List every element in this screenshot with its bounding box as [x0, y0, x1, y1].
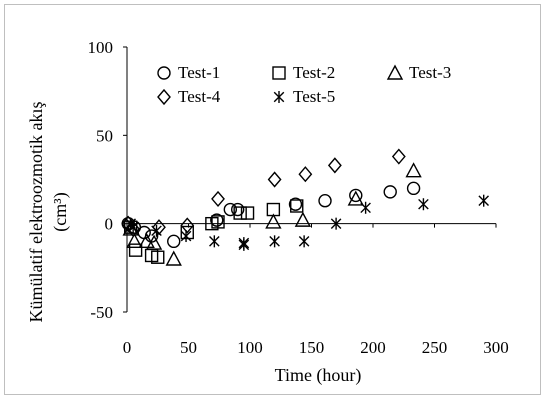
test-4-point [267, 171, 282, 188]
series-test-2 [123, 199, 304, 264]
test-1-point [349, 188, 363, 203]
y-tick-label: 50 [96, 126, 113, 145]
x-tick-label: 50 [180, 338, 197, 357]
test-3-point [165, 250, 182, 266]
test-5-point [127, 221, 139, 234]
x-tick-label: 0 [123, 338, 132, 357]
test-2-point [180, 225, 194, 240]
test-1-point [223, 202, 238, 217]
test-3-point [405, 162, 422, 178]
test-3-point [138, 232, 155, 249]
legend-item-test-1: Test-1 [157, 63, 220, 82]
test-2-point [240, 206, 255, 220]
test-3-point [265, 213, 282, 229]
x-tick-label: 250 [422, 338, 448, 357]
test-5-point [298, 235, 310, 248]
test-4-point [327, 157, 342, 174]
test-1-point [288, 197, 303, 211]
test-4-point [152, 219, 166, 236]
test-5-point [330, 217, 342, 230]
test-3-point [294, 211, 312, 227]
y-tick-label: 100 [88, 38, 114, 57]
legend-marker-test-3 [386, 64, 404, 80]
axes: -50 0 50 100 0 50 100 150 200 250 300 [88, 38, 509, 357]
test-2-point [128, 243, 143, 257]
test-1-point [230, 202, 245, 217]
test-4-point [391, 148, 406, 165]
legend-marker-test-1 [157, 66, 171, 80]
test-5-point [151, 224, 162, 237]
legend-item-test-4: Test-4 [157, 87, 221, 106]
x-tick-label: 100 [237, 338, 263, 357]
legend-label-test-4: Test-4 [178, 87, 221, 106]
series-test-3 [122, 162, 422, 266]
x-tick-label: 300 [483, 338, 509, 357]
test-1-point [383, 185, 397, 199]
test-1-point [318, 193, 332, 208]
legend-item-test-5: Test-5 [273, 87, 335, 106]
y-tick-label: -50 [90, 303, 113, 322]
legend-item-test-3: Test-3 [386, 63, 451, 82]
test-2-point [151, 250, 165, 264]
test-5-point [478, 194, 489, 207]
test-5-point [238, 238, 250, 251]
test-5-point [269, 235, 280, 248]
x-tick-label: 200 [360, 338, 386, 357]
y-tick-label: 0 [105, 215, 114, 234]
test-3-point [145, 234, 163, 250]
series-test-5 [125, 194, 489, 251]
test-1-point [406, 181, 421, 196]
legend-label-test-2: Test-2 [293, 63, 335, 82]
x-tick-label: 150 [299, 338, 325, 357]
data-marks [121, 148, 489, 266]
test-5-point [360, 201, 371, 214]
legend: Test-1 Test-2 Test-3 Test-4 Test-5 [157, 63, 451, 106]
test-2-point [290, 199, 304, 213]
test-5-point [418, 198, 429, 211]
test-4-point [211, 190, 225, 208]
legend-label-test-1: Test-1 [178, 63, 220, 82]
test-3-point [126, 232, 143, 249]
test-4-point [298, 166, 313, 183]
y-axis-label-line2: (cm³) [50, 192, 71, 231]
legend-marker-test-5 [273, 91, 285, 103]
test-4-point [126, 220, 141, 238]
test-2-point [233, 206, 247, 220]
test-1-point [167, 234, 181, 249]
test-4-point [180, 217, 195, 234]
legend-marker-test-4 [157, 88, 171, 106]
test-2-point [211, 215, 225, 229]
legend-label-test-3: Test-3 [409, 63, 451, 82]
series-test-4 [121, 148, 406, 238]
test-5-point [209, 235, 220, 248]
legend-item-test-2: Test-2 [272, 63, 335, 82]
test-5-point [180, 230, 192, 243]
x-axis-label: Time (hour) [275, 365, 362, 386]
test-1-point [210, 213, 224, 227]
legend-label-test-5: Test-5 [293, 87, 335, 106]
y-axis-label-line1: Kümülatif elektroozmotik akış [26, 102, 46, 323]
test-3-point [347, 190, 364, 206]
legend-marker-test-2 [272, 66, 286, 80]
